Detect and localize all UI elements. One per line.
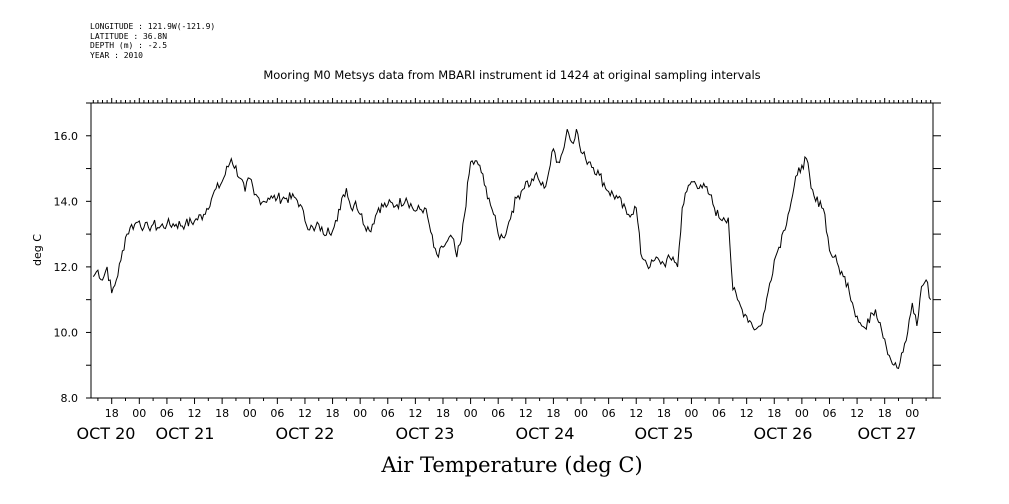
x-tick-label: 18 bbox=[878, 407, 892, 420]
x-date-label: OCT 26 bbox=[754, 424, 813, 443]
x-tick-label: 00 bbox=[464, 407, 478, 420]
x-tick-label: 18 bbox=[767, 407, 781, 420]
x-tick-label: 12 bbox=[740, 407, 754, 420]
latitude-text: LATITUDE : 36.8N bbox=[90, 31, 168, 41]
x-tick-label: 18 bbox=[105, 407, 119, 420]
x-tick-label: 12 bbox=[408, 407, 422, 420]
x-tick-label: 06 bbox=[491, 407, 505, 420]
station-metadata: LONGITUDE : 121.9W(-121.9) LATITUDE : 36… bbox=[90, 22, 215, 60]
x-tick-label: 12 bbox=[850, 407, 864, 420]
y-tick-label: 14.0 bbox=[54, 195, 79, 208]
x-tick-label: 18 bbox=[436, 407, 450, 420]
x-tick-label: 18 bbox=[326, 407, 340, 420]
x-date-label: OCT 24 bbox=[516, 424, 575, 443]
y-tick-label: 12.0 bbox=[54, 261, 79, 274]
x-tick-label: 00 bbox=[905, 407, 919, 420]
x-tick-label: 06 bbox=[712, 407, 726, 420]
x-tick-label: 06 bbox=[160, 407, 174, 420]
x-tick-label: 00 bbox=[684, 407, 698, 420]
x-axis-label: Air Temperature (deg C) bbox=[381, 453, 643, 477]
x-tick-label: 00 bbox=[353, 407, 367, 420]
x-date-label: OCT 25 bbox=[635, 424, 694, 443]
x-tick-label: 00 bbox=[243, 407, 257, 420]
plot-frame bbox=[90, 102, 934, 399]
x-tick-label: 18 bbox=[546, 407, 560, 420]
x-tick-label: 06 bbox=[822, 407, 836, 420]
depth-text: DEPTH (m) : -2.5 bbox=[90, 41, 168, 50]
x-tick-label: 18 bbox=[215, 407, 229, 420]
x-date-label: OCT 23 bbox=[396, 424, 455, 443]
x-tick-label: 06 bbox=[381, 407, 395, 420]
x-tick-label: 18 bbox=[657, 407, 671, 420]
x-tick-label: 12 bbox=[629, 407, 643, 420]
y-axis-label: deg C bbox=[31, 234, 44, 266]
x-tick-label: 12 bbox=[188, 407, 202, 420]
x-date-label: OCT 20 bbox=[77, 424, 136, 443]
x-date-label: OCT 27 bbox=[858, 424, 917, 443]
x-tick-label: 12 bbox=[519, 407, 533, 420]
series-line bbox=[92, 129, 932, 370]
chart-title: Mooring M0 Metsys data from MBARI instru… bbox=[263, 68, 761, 82]
y-tick-label: 16.0 bbox=[54, 130, 79, 143]
y-tick-label: 10.0 bbox=[54, 326, 79, 339]
x-date-label: OCT 22 bbox=[276, 424, 335, 443]
x-tick-label: 06 bbox=[602, 407, 616, 420]
longitude-text: LONGITUDE : 121.9W(-121.9) bbox=[90, 22, 216, 31]
x-tick-label: 00 bbox=[574, 407, 588, 420]
x-date-label: OCT 21 bbox=[156, 424, 215, 443]
y-tick-label: 8.0 bbox=[61, 392, 79, 405]
x-tick-label: 00 bbox=[795, 407, 809, 420]
x-tick-label: 00 bbox=[132, 407, 146, 420]
x-tick-label: 12 bbox=[298, 407, 312, 420]
x-tick-label: 06 bbox=[270, 407, 284, 420]
year-text: YEAR : 2010 bbox=[90, 50, 143, 60]
